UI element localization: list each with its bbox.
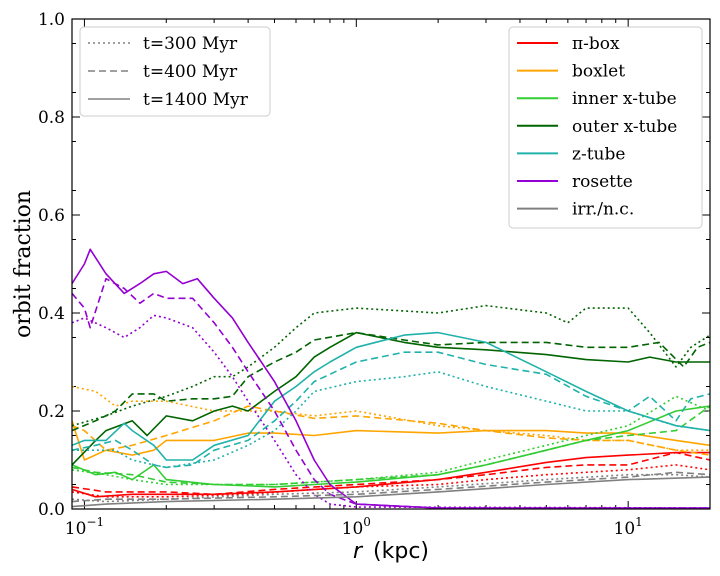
legend-series-label: rosette bbox=[572, 172, 633, 192]
x-axis-unit: (kpc) bbox=[373, 539, 429, 564]
tick-labels: 0.0 0.2 0.4 0.6 0.8 1.0 10−1 100 101 bbox=[38, 10, 643, 539]
legend-series: π-box boxlet inner x-tube outer x-tube z-tub… bbox=[508, 26, 703, 229]
series-line-rosette-t1400 bbox=[72, 248, 710, 509]
legend-time-label: t=1400 Myr bbox=[143, 90, 249, 110]
series-line-outer-x-tube-t1400 bbox=[72, 331, 710, 466]
legend-series-label: irr./n.c. bbox=[572, 200, 634, 220]
y-axis-title: orbit fraction bbox=[11, 190, 36, 338]
series-line-boxlet-t400 bbox=[72, 405, 710, 456]
series-line-z-tube-t400 bbox=[72, 351, 710, 469]
x-tick-label: 100 bbox=[342, 515, 371, 539]
series-line-rosette-t400 bbox=[72, 277, 710, 509]
series-line-outer-x-tube-t400 bbox=[72, 331, 710, 432]
series-line-irr-n-c-t300 bbox=[72, 473, 710, 503]
y-tick-label: 1.0 bbox=[38, 10, 65, 30]
plot-frame bbox=[71, 18, 711, 510]
series-line-z-tube-t1400 bbox=[72, 331, 710, 461]
series-line-inner-x-tube-t300 bbox=[72, 395, 710, 486]
series-lines bbox=[72, 248, 710, 509]
series-line-inner-x-tube-t1400 bbox=[72, 405, 710, 488]
legend-series-label: inner x-tube bbox=[572, 89, 677, 109]
legend-series-label: outer x-tube bbox=[572, 117, 677, 137]
legend-series-frame bbox=[508, 26, 703, 229]
y-tick-label: 0.4 bbox=[38, 304, 65, 324]
legend-time-label: t=300 Myr bbox=[143, 34, 238, 54]
legend-series-label: z-tube bbox=[572, 144, 625, 164]
y-tick-label: 0.0 bbox=[38, 500, 65, 520]
x-axis-title: r (kpc) bbox=[353, 539, 429, 564]
series-line-boxlet-t300 bbox=[72, 385, 710, 451]
x-tick-label: 101 bbox=[614, 515, 643, 539]
series-line-box-t1400 bbox=[72, 451, 710, 498]
legend-times: t=300 Myr t=400 Myr t=1400 Myr bbox=[79, 26, 271, 117]
series-line-z-tube-t300 bbox=[72, 371, 710, 469]
series-line-box-t300 bbox=[72, 464, 710, 498]
y-tick-label: 0.8 bbox=[38, 108, 65, 128]
series-line-inner-x-tube-t400 bbox=[72, 405, 710, 486]
legend-time-label: t=400 Myr bbox=[143, 62, 238, 82]
series-line-irr-n-c-t400 bbox=[72, 471, 710, 503]
y-tick-label: 0.2 bbox=[38, 402, 65, 422]
legend-series-label: boxlet bbox=[572, 62, 625, 82]
legend-series-label: π-box bbox=[572, 34, 620, 54]
x-axis-variable: r bbox=[353, 539, 364, 564]
series-line-rosette-t300 bbox=[72, 314, 710, 509]
series-line-outer-x-tube-t300 bbox=[72, 304, 710, 427]
y-tick-label: 0.6 bbox=[38, 206, 65, 226]
series-line-irr-n-c-t1400 bbox=[72, 476, 710, 508]
series-line-boxlet-t1400 bbox=[72, 420, 710, 461]
legend-times-frame bbox=[79, 26, 271, 117]
x-tick-label: 10−1 bbox=[65, 515, 104, 539]
